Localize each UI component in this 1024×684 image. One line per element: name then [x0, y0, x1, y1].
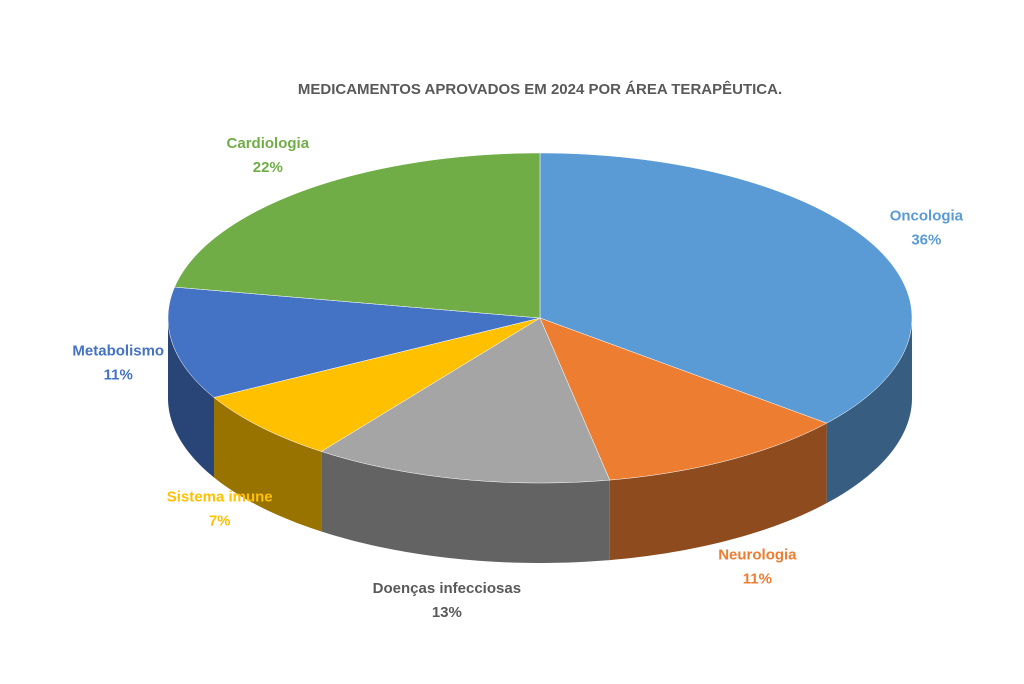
- value-label: 22%: [253, 159, 283, 176]
- pie-slice: [539, 317, 828, 481]
- category-label: Sistema imune: [167, 489, 273, 506]
- value-label: 13%: [432, 604, 462, 621]
- pie-slice: [539, 152, 913, 424]
- pie-slice-side: [321, 451, 610, 563]
- value-label: 11%: [104, 366, 133, 383]
- value-label: 7%: [209, 513, 231, 530]
- pie-slice: [174, 152, 541, 319]
- category-label: Oncologia: [890, 208, 964, 225]
- value-label: 11%: [743, 571, 772, 588]
- pie-slice-side: [214, 397, 322, 532]
- pie-slice-side: [609, 423, 827, 561]
- pie-slice-side: [826, 318, 912, 504]
- pie-slice: [213, 317, 541, 452]
- category-label: Doenças infecciosas: [373, 580, 521, 597]
- pie-slice-side: [168, 318, 215, 478]
- value-label: 36%: [911, 232, 941, 249]
- pie-slice: [320, 317, 611, 484]
- category-label: Metabolismo: [72, 342, 164, 359]
- category-label: Cardiologia: [227, 135, 310, 152]
- pie-slice: [167, 286, 541, 398]
- chart-title: MEDICAMENTOS APROVADOS EM 2024 POR ÁREA …: [298, 80, 782, 98]
- category-label: Neurologia: [718, 547, 797, 564]
